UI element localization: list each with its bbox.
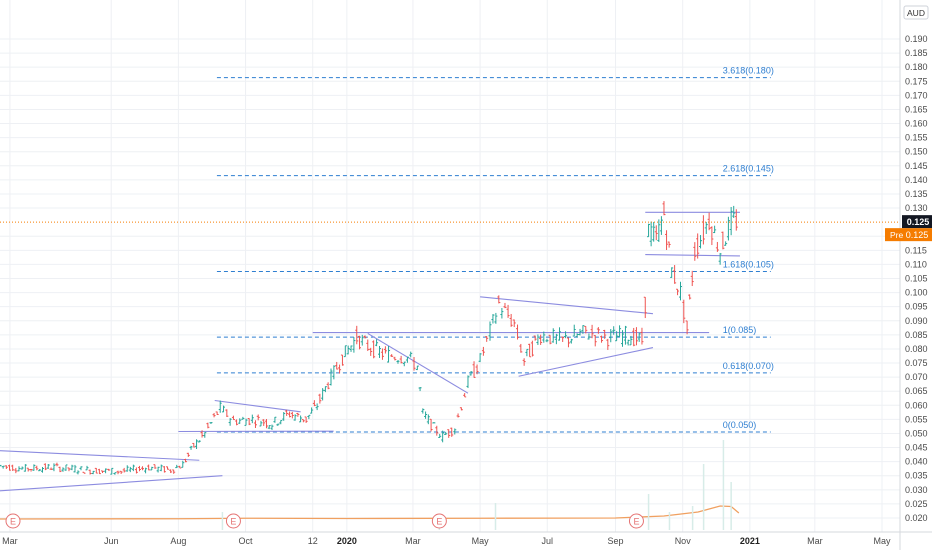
trendline — [0, 450, 199, 460]
price-tick-label: 0.030 — [905, 485, 928, 495]
fib-level-label: 2.618(0.145) — [723, 164, 774, 174]
trendline — [215, 401, 301, 412]
price-tick-label: 0.100 — [905, 288, 928, 298]
fib-level-label: 1.618(0.105) — [723, 259, 774, 269]
price-tick-label: 0.075 — [905, 358, 928, 368]
price-tick-label: 0.080 — [905, 344, 928, 354]
pre-market-tag: Pre — [890, 230, 904, 240]
last-price-value: 0.125 — [907, 217, 930, 227]
price-tick-label: 0.175 — [905, 76, 928, 86]
time-axis[interactable]: Mar Jun Aug Oct 12 2020 Mar May Jul Sep Nov 2021 Mar… — [0, 532, 932, 546]
price-tick-label: 0.020 — [905, 513, 928, 523]
time-tick-label: Oct — [239, 536, 254, 546]
price-tick-label: 0.135 — [905, 189, 928, 199]
price-tick-label: 0.165 — [905, 104, 928, 114]
fib-level-label: 0(0.050) — [723, 420, 757, 430]
price-tick-label: 0.040 — [905, 457, 928, 467]
time-tick-label: Jun — [104, 536, 119, 546]
price-tick-label: 0.140 — [905, 175, 928, 185]
price-axis[interactable]: 0.190 0.185 0.180 0.175 0.170 0.165 0.160 0.155… — [900, 0, 928, 550]
trendline — [519, 348, 653, 377]
time-tick-label: Nov — [675, 536, 692, 546]
time-tick-label: Sep — [608, 536, 624, 546]
price-tick-label: 0.155 — [905, 133, 928, 143]
price-tick-label: 0.150 — [905, 147, 928, 157]
price-tick-label: 0.185 — [905, 48, 928, 58]
time-tick-label: Mar — [807, 536, 823, 546]
price-tick-label: 0.160 — [905, 119, 928, 129]
price-tick-label: 0.130 — [905, 203, 928, 213]
earnings-marker-label: E — [230, 517, 236, 527]
time-tick-label: Jul — [542, 536, 554, 546]
price-tick-label: 0.190 — [905, 34, 928, 44]
price-tick-label: 0.025 — [905, 499, 928, 509]
price-tick-label: 0.170 — [905, 90, 928, 100]
fib-level-label: 3.618(0.180) — [723, 66, 774, 76]
time-tick-label: 2021 — [740, 536, 760, 546]
price-tick-label: 0.045 — [905, 443, 928, 453]
currency-badge[interactable]: AUD — [904, 6, 928, 19]
time-tick-label: May — [873, 536, 891, 546]
earnings-marker-label: E — [10, 517, 16, 527]
time-tick-label: May — [472, 536, 490, 546]
time-tick-label: Mar — [2, 536, 18, 546]
price-tick-label: 0.055 — [905, 414, 928, 424]
price-tick-label: 0.180 — [905, 62, 928, 72]
time-tick-label: Mar — [405, 536, 421, 546]
price-tick-label: 0.050 — [905, 428, 928, 438]
price-tick-label: 0.060 — [905, 400, 928, 410]
trendline — [645, 255, 740, 256]
pre-market-badge: Pre 0.125 — [885, 228, 932, 241]
price-tick-label: 0.085 — [905, 330, 928, 340]
currency-label: AUD — [907, 8, 925, 18]
fib-level-label: 1(0.085) — [723, 325, 757, 335]
time-tick-label: Aug — [170, 536, 186, 546]
price-tick-label: 0.110 — [905, 259, 927, 269]
price-tick-label: 0.145 — [905, 161, 928, 171]
trendline — [480, 297, 653, 314]
last-price-badge: 0.125 — [902, 215, 932, 228]
price-tick-label: 0.115 — [905, 245, 927, 255]
price-tick-label: 0.035 — [905, 471, 928, 481]
earnings-marker-label: E — [436, 517, 442, 527]
price-tick-label: 0.090 — [905, 316, 928, 326]
fib-level-label: 0.618(0.070) — [723, 361, 774, 371]
time-tick-label: 2020 — [337, 536, 357, 546]
time-tick-label: 12 — [308, 536, 318, 546]
price-tick-label: 0.065 — [905, 386, 928, 396]
price-tick-label: 0.105 — [905, 274, 928, 284]
earnings-marker-label: E — [633, 517, 639, 527]
price-tick-label: 0.095 — [905, 302, 928, 312]
pre-market-value: 0.125 — [906, 230, 929, 240]
price-tick-label: 0.070 — [905, 372, 928, 382]
